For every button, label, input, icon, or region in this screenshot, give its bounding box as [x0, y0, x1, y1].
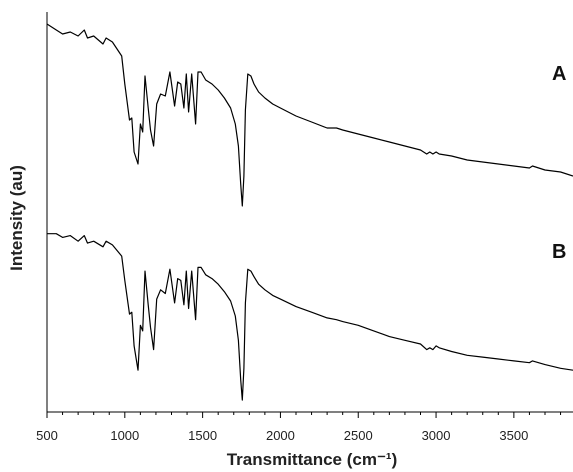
- x-tick-label: 3000: [422, 428, 451, 443]
- x-axis-ticks: 500 1000 1500 2000 2500 3000 3500: [36, 412, 562, 443]
- y-axis-title: Intensity (au): [7, 165, 26, 271]
- series-line-a: [46, 23, 573, 207]
- series-labels: AB: [552, 63, 566, 263]
- series-label-b: B: [552, 241, 566, 263]
- x-axis-title: Transmittance (cm⁻¹): [227, 450, 398, 469]
- series-line-b: [47, 233, 573, 401]
- x-tick-label: 1500: [188, 428, 217, 443]
- x-tick-label: 3500: [499, 428, 528, 443]
- x-tick-label: 500: [36, 428, 58, 443]
- x-tick-label: 1000: [110, 428, 139, 443]
- x-tick-label: 2500: [344, 428, 373, 443]
- series-label-a: A: [552, 63, 566, 85]
- plot-area: [46, 23, 573, 401]
- x-tick-label: 2000: [266, 428, 295, 443]
